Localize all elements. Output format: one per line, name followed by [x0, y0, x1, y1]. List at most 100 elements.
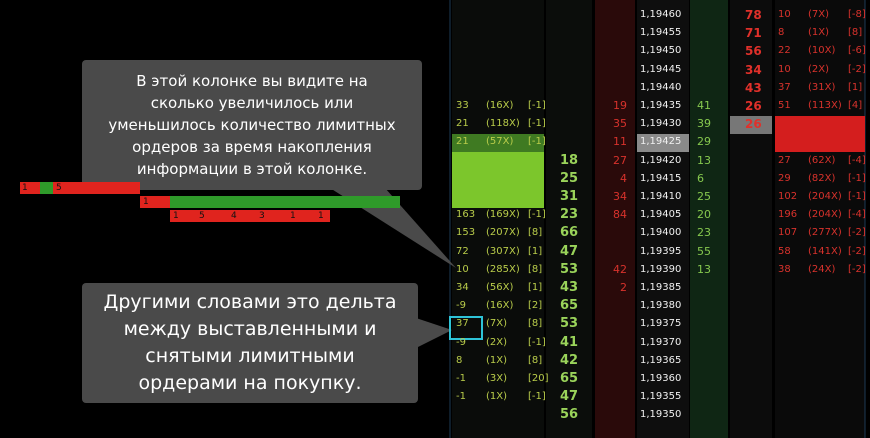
delta-cell: [-1]: [528, 136, 546, 148]
price: 1,19435: [640, 100, 682, 111]
price-column: [637, 0, 689, 438]
callout-line: между выставленными и: [123, 318, 377, 340]
delta-cell: [1]: [528, 245, 543, 257]
price: 1,19440: [640, 81, 682, 93]
delta-cell: 21: [456, 118, 469, 130]
delta-cell: -9: [456, 300, 466, 312]
delta-cell: (1X): [486, 354, 508, 366]
delta-cell: 37: [456, 318, 469, 330]
buy-volume: 6: [697, 171, 704, 185]
right-cell: [-2]: [848, 63, 866, 75]
right-cell: 196: [778, 209, 798, 221]
buy-volume: 29: [697, 135, 711, 149]
delta-cell: [1]: [528, 282, 543, 293]
sell-volume: 4: [620, 171, 627, 185]
bid-volume: 65: [559, 298, 579, 314]
price: 1,19455: [640, 27, 682, 39]
buy-column: [690, 0, 728, 438]
ask-volume: 43: [745, 80, 762, 95]
right-cell: [-1]: [848, 191, 866, 202]
strip-segment: [40, 182, 53, 194]
bid-volume: 66: [559, 225, 579, 241]
bid-volume: 53: [559, 316, 579, 332]
right-column: [775, 0, 865, 438]
strip-segment: [170, 210, 330, 222]
price: 1,19385: [640, 282, 682, 293]
buy-volume: 55: [697, 244, 711, 258]
right-cell: (10X): [808, 45, 836, 57]
callout-pointer: [416, 318, 452, 348]
callout-line: В этой колонке вы видите на: [136, 72, 368, 90]
right-cell: [-2]: [848, 227, 866, 239]
price: 1,19355: [640, 391, 682, 403]
price: 1,19350: [640, 409, 682, 421]
callout: В этой колонке вы видите на сколько увели…: [82, 60, 422, 190]
sell-volume: 42: [613, 262, 627, 276]
strip-segment: [20, 182, 40, 194]
bid-volume: 23: [559, 207, 579, 223]
callout-line: ордерами на покупку.: [138, 372, 362, 394]
delta-cell: [-1]: [528, 391, 546, 403]
delta-cell: (16X): [486, 100, 514, 111]
bid-volume: 42: [559, 352, 579, 368]
price: 1,19375: [640, 318, 682, 330]
strip-label: 3: [259, 211, 265, 221]
delta-cell: (285X): [486, 263, 520, 275]
delta-cell: 33: [456, 100, 469, 111]
delta-cell: (3X): [486, 373, 508, 384]
delta-cell: 153: [456, 227, 476, 239]
sell-volume: 84: [613, 208, 627, 222]
sell-volume: 27: [613, 153, 627, 167]
right-cell: 22: [778, 45, 791, 57]
right-cell: 10: [778, 63, 791, 75]
ask-volume: 26: [745, 99, 762, 113]
delta-cell: 72: [456, 245, 469, 257]
buy-volume: 41: [697, 99, 711, 112]
right-cell: 51: [778, 100, 791, 111]
strip-label: 1: [290, 211, 296, 221]
price: 1,19425: [640, 136, 682, 148]
right-cell: [-6]: [848, 45, 866, 57]
delta-cell: [-1]: [528, 118, 546, 130]
delta-cell: 163: [456, 209, 476, 221]
callout-line: ордеров за время накопления: [132, 138, 372, 156]
callout-line: информации в этой колонке.: [136, 160, 368, 178]
right-cell: 102: [778, 191, 798, 202]
strip-label: 1: [143, 197, 149, 207]
bid-volume: 41: [559, 334, 579, 350]
bid-volume: 25: [559, 170, 579, 186]
bid-volume: 43: [559, 280, 579, 295]
buy-volume: 13: [697, 153, 711, 167]
delta-cell: (1X): [486, 391, 508, 403]
delta-cell: [-1]: [528, 100, 546, 111]
strip-segment: [140, 196, 170, 208]
price: 1,19410: [640, 191, 682, 202]
ask-column: [730, 0, 772, 438]
callout-pointer: [330, 188, 456, 268]
right-cell: [8]: [848, 27, 863, 39]
price: 1,19450: [640, 45, 682, 57]
right-cell: 8: [778, 27, 785, 39]
delta-cell: 21: [456, 136, 469, 148]
delta-cell: 10: [456, 263, 469, 275]
right-cell: (62X): [808, 154, 836, 166]
delta-cell: [-1]: [528, 209, 546, 221]
callout-line: сколько увеличилось или: [150, 94, 354, 112]
delta-cell: (207X): [486, 227, 520, 239]
delta-column: [452, 0, 544, 438]
delta-cell: 8: [456, 354, 463, 366]
delta-highlight: [452, 152, 544, 208]
buy-volume: 25: [697, 190, 711, 203]
delta-cell: (56X): [486, 282, 514, 293]
price: 1,19395: [640, 245, 682, 257]
right-cell: [-2]: [848, 263, 866, 275]
strip-label: 1: [173, 211, 179, 221]
strip-label: 1: [318, 211, 324, 221]
right-cell: (204X): [808, 209, 842, 221]
sell-volume: 11: [613, 135, 627, 149]
right-highlight: [775, 116, 865, 152]
ask-highlight: [730, 116, 772, 134]
delta-cell: [8]: [528, 227, 543, 239]
